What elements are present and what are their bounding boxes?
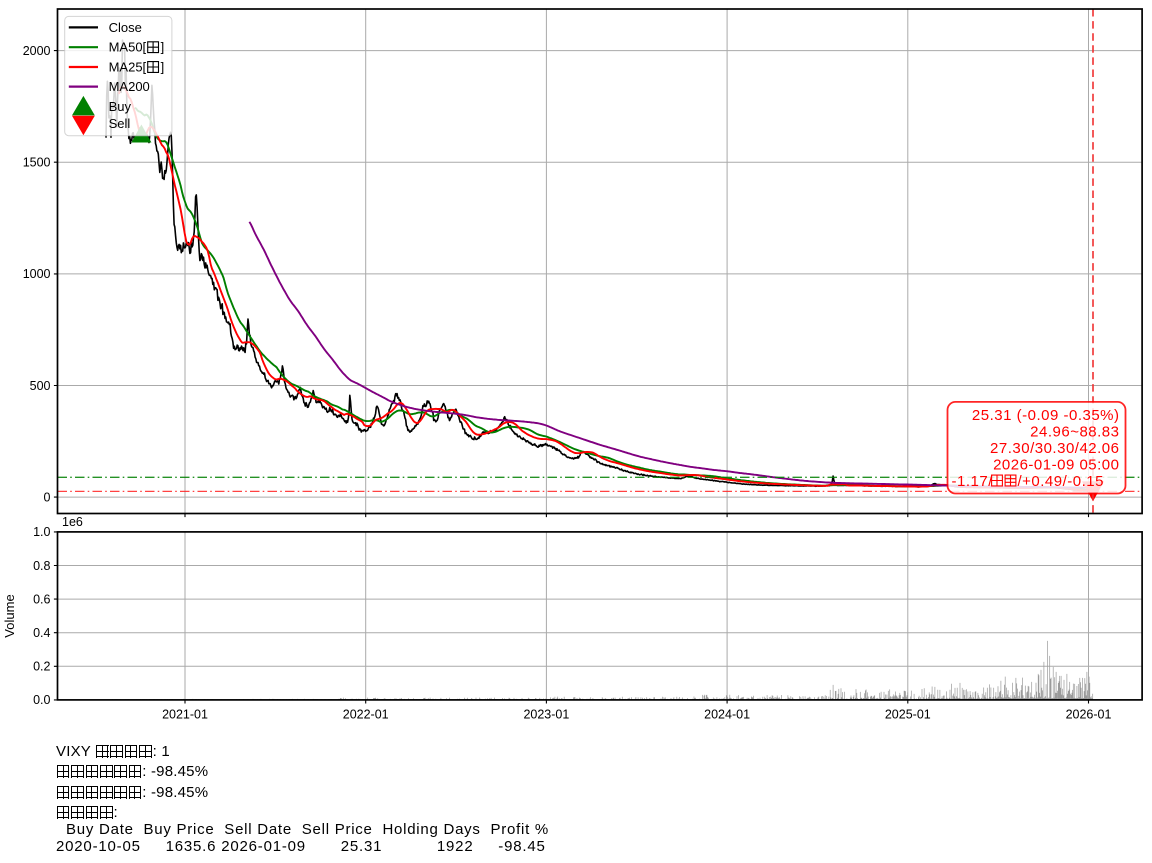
svg-text:2026-01: 2026-01 [1066,708,1112,722]
svg-text:MA25[: MA25[ [109,60,147,75]
svg-text:2026-01-09 05:00: 2026-01-09 05:00 [993,456,1119,473]
svg-text:25.31 (-0.09 -0.35%): 25.31 (-0.09 -0.35%) [972,407,1120,424]
svg-text:-1.17/: -1.17/ [952,473,994,490]
svg-text:24.96~88.83: 24.96~88.83 [1030,423,1119,440]
svg-text:2021-01: 2021-01 [162,708,208,722]
svg-text:Volume: Volume [2,594,17,637]
svg-text:0.6: 0.6 [33,592,50,606]
svg-text:27.30/30.30/42.06: 27.30/30.30/42.06 [990,440,1119,457]
svg-text:]: ] [161,40,165,55]
svg-text:Buy: Buy [109,99,132,114]
svg-text:]: ] [161,60,165,75]
svg-text:2024-01: 2024-01 [704,708,750,722]
svg-text:1500: 1500 [23,156,51,170]
svg-text:2025-01: 2025-01 [885,708,931,722]
svg-text:0.8: 0.8 [33,559,50,573]
svg-text:MA200: MA200 [109,79,150,94]
svg-text:1000: 1000 [23,267,51,281]
svg-text:/+0.49/-0.15: /+0.49/-0.15 [1018,473,1104,490]
svg-text:2022-01: 2022-01 [343,708,389,722]
svg-text:2000: 2000 [23,44,51,58]
svg-text:1.0: 1.0 [33,525,50,539]
svg-text:1e6: 1e6 [62,515,83,529]
svg-text:0.0: 0.0 [33,693,50,707]
svg-text:2023-01: 2023-01 [523,708,569,722]
svg-text:Sell: Sell [109,116,131,131]
svg-text:Close: Close [109,20,142,35]
svg-text:0.4: 0.4 [33,626,50,640]
svg-text:0: 0 [44,490,51,504]
svg-text:MA50[: MA50[ [109,40,147,55]
svg-text:0.2: 0.2 [33,660,50,674]
svg-text:500: 500 [30,379,51,393]
